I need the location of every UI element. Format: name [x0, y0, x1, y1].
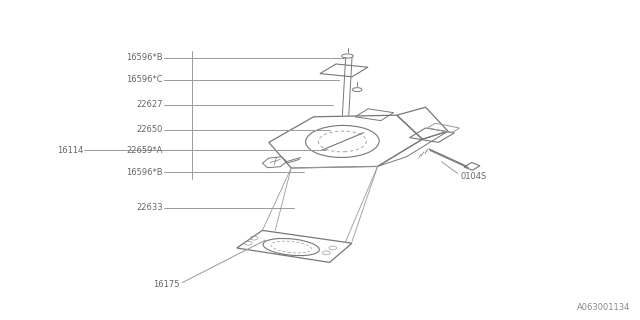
Text: 22627: 22627: [137, 100, 163, 109]
Text: 22659*A: 22659*A: [127, 146, 163, 155]
Text: 16596*C: 16596*C: [127, 76, 163, 84]
Text: A063001134: A063001134: [577, 303, 630, 312]
Text: 16114: 16114: [57, 146, 83, 155]
Text: 22650: 22650: [137, 125, 163, 134]
Text: 0104S: 0104S: [461, 172, 487, 181]
Text: 16596*B: 16596*B: [127, 168, 163, 177]
Text: 16175: 16175: [153, 280, 179, 289]
Text: 16596*B: 16596*B: [127, 53, 163, 62]
Text: 22633: 22633: [136, 204, 163, 212]
